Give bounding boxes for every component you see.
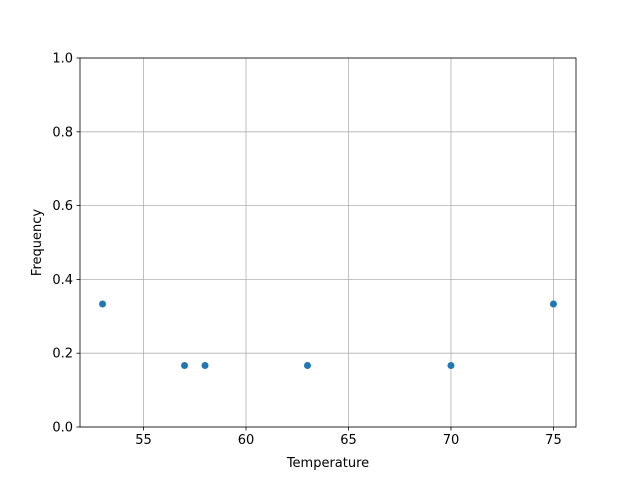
data-point (447, 361, 455, 369)
plot-frame (79, 57, 577, 428)
x-tick-label: 55 (135, 433, 152, 448)
x-axis-ticks: 55 60 65 70 75 (135, 427, 562, 448)
data-point (549, 300, 557, 308)
y-tick-label: 0.0 (52, 421, 73, 436)
y-tick-label: 0.4 (52, 273, 73, 288)
x-tick-label: 75 (545, 433, 562, 448)
x-tick-label: 70 (443, 433, 460, 448)
data-point (99, 300, 107, 308)
y-tick-label: 0.8 (52, 125, 73, 140)
y-tick-label: 0.2 (52, 347, 73, 362)
data-points (99, 300, 557, 369)
data-point (201, 361, 209, 369)
y-tick-label: 1.0 (52, 52, 73, 67)
x-tick-label: 60 (238, 433, 255, 448)
y-tick-label: 0.6 (52, 199, 73, 214)
data-point (181, 361, 189, 369)
x-tick-label: 65 (340, 433, 357, 448)
x-axis-label: Temperature (286, 456, 369, 471)
data-point (304, 361, 312, 369)
grid (80, 57, 576, 428)
y-axis-label: Frequency (30, 209, 45, 276)
y-axis-ticks: 0.0 0.2 0.4 0.6 0.8 1.0 (52, 52, 80, 436)
